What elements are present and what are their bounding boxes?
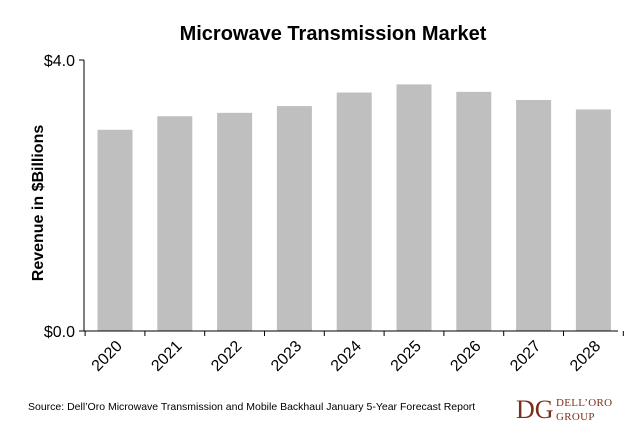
chart-title: Microwave Transmission Market (180, 23, 487, 45)
y-tick-label: $4.0 (44, 53, 75, 70)
y-axis-label: Revenue in $Billions (30, 125, 47, 282)
bar-2021 (157, 116, 193, 331)
x-tick-label: 2024 (328, 338, 365, 375)
x-tick-label: 2020 (89, 338, 126, 375)
delloro-logo: DG DELL’ORO GROUP (514, 392, 624, 426)
logo-text: DELL’ORO GROUP (556, 396, 612, 424)
bar-2020 (97, 129, 133, 331)
x-tick-label: 2025 (388, 338, 425, 375)
x-tick-label: 2028 (567, 338, 604, 375)
logo-line-1: DELL’ORO (556, 397, 613, 409)
bar-2022 (217, 112, 253, 331)
bar-2027 (516, 99, 552, 331)
x-tick-label: 2027 (507, 338, 544, 375)
x-tick-label: 2023 (268, 338, 305, 375)
y-tick-label: $0.0 (44, 324, 75, 341)
svg-text:DG: DG (516, 395, 554, 424)
bar-2024 (336, 92, 372, 332)
logo-mark-icon: DG (516, 395, 554, 424)
bar-2023 (276, 106, 312, 331)
bar-2028 (575, 109, 611, 332)
plot-area: $0.0 $4.0 2020 2021 2022 2023 2024 2025 2026 2027… (44, 53, 624, 375)
x-tick-label: 2026 (447, 338, 484, 375)
source-note: Source: Dell’Oro Microwave Transmission … (28, 401, 476, 413)
logo-line-2: GROUP (556, 411, 595, 423)
bar-2025 (396, 84, 432, 331)
x-tick-label: 2021 (148, 338, 185, 375)
x-tick-label: 2022 (208, 338, 245, 375)
bar-2026 (456, 91, 492, 331)
